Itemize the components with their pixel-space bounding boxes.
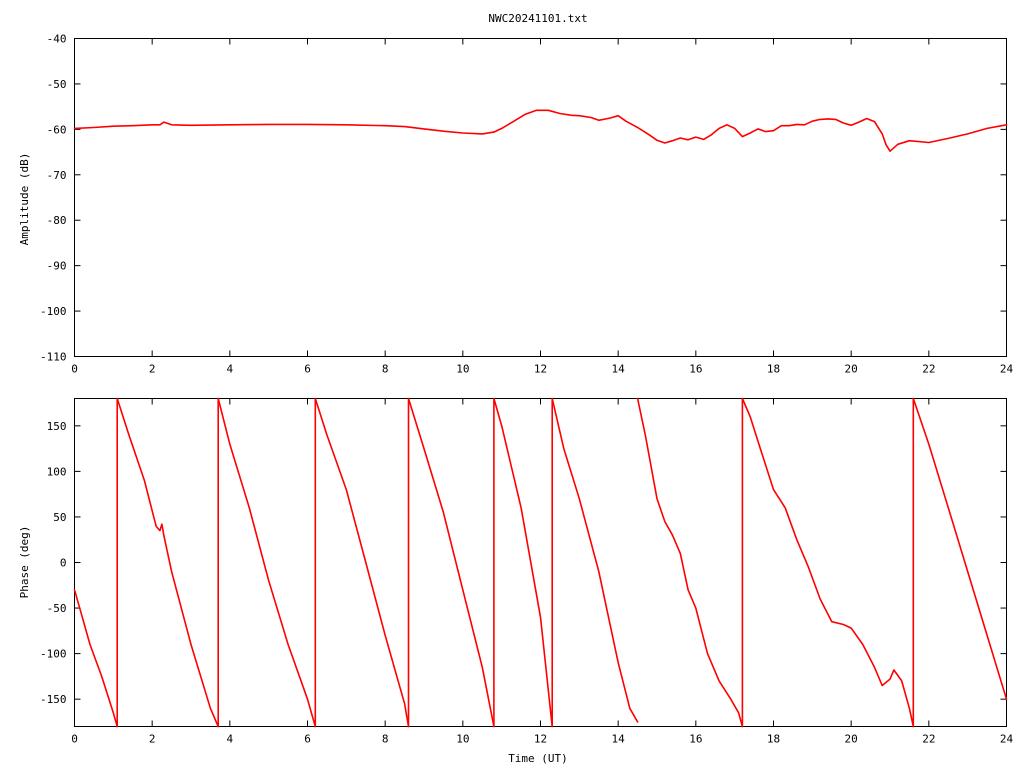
phase-trace-line: [493, 397, 554, 728]
phase-plot-frame: [74, 398, 1007, 727]
phase-x-tick-label: 22: [922, 733, 935, 746]
phase-y-tick-label: 50: [53, 511, 66, 524]
amplitude-x-tick-label: 16: [689, 363, 702, 376]
phase-ticks: 0 2 4 6 8 10 12 14 16 18 20 22 24150100500-50-100-15…: [40, 398, 1014, 746]
phase-panel: 0 2 4 6 8 10 12 14 16 18 20 22 24150100500-50-100-15…: [18, 397, 1014, 765]
phase-y-tick-label: -50: [47, 602, 67, 615]
phase-x-tick-label: 6: [304, 733, 311, 746]
amplitude-y-tick-label: -40: [47, 33, 67, 46]
phase-x-tick-label: 24: [1000, 733, 1014, 746]
amplitude-x-tick-label: 14: [612, 363, 626, 376]
phase-y-tick-label: 100: [47, 465, 67, 478]
phase-y-tick-label: -100: [40, 648, 67, 661]
phase-y-tick-label: 0: [60, 557, 67, 570]
amplitude-plot-frame: [74, 38, 1007, 357]
phase-series: [73, 397, 1008, 728]
amplitude-x-tick-label: 18: [767, 363, 780, 376]
phase-trace-line: [407, 397, 495, 728]
amplitude-x-tick-label: 24: [1000, 363, 1014, 376]
phase-x-tick-label: 0: [71, 733, 78, 746]
amplitude-panel: 0 2 4 6 8 10 12 14 16 18 20 22 24-40-50-60-70-80-90-…: [18, 33, 1013, 376]
chart-title: NWC20241101.txt: [488, 12, 587, 25]
phase-trace-line: [73, 588, 118, 728]
phase-x-tick-label: 18: [767, 733, 780, 746]
amplitude-series: [73, 109, 1008, 152]
amplitude-x-tick-label: 22: [922, 363, 935, 376]
phase-x-tick-label: 10: [456, 733, 469, 746]
phase-x-tick-label: 20: [845, 733, 858, 746]
phase-trace-line: [912, 397, 1008, 728]
amplitude-x-tick-label: 4: [227, 363, 234, 376]
phase-x-tick-label: 4: [227, 733, 234, 746]
phase-trace-line: [741, 397, 915, 728]
amplitude-y-tick-label: -70: [47, 169, 67, 182]
amplitude-x-tick-label: 10: [456, 363, 469, 376]
phase-trace-line: [314, 397, 410, 728]
phase-trace-line: [636, 397, 744, 728]
amplitude-x-tick-label: 8: [382, 363, 389, 376]
phase-y-tick-label: 150: [47, 420, 67, 433]
amplitude-x-tick-label: 0: [71, 363, 78, 376]
phase-x-tick-label: 8: [382, 733, 389, 746]
amplitude-y-axis-title: Amplitude (dB): [18, 153, 31, 246]
amplitude-x-tick-label: 6: [304, 363, 311, 376]
amplitude-x-tick-label: 20: [845, 363, 858, 376]
phase-x-tick-label: 12: [534, 733, 547, 746]
amplitude-y-tick-label: -80: [47, 214, 67, 227]
amplitude-trace-line: [73, 109, 1008, 152]
phase-trace-line: [116, 397, 219, 728]
amplitude-ticks: 0 2 4 6 8 10 12 14 16 18 20 22 24-40-50-60-70-80-90-…: [40, 33, 1013, 376]
phase-y-tick-label: -150: [40, 693, 67, 706]
phase-x-tick-label: 14: [612, 733, 626, 746]
phase-x-tick-label: 16: [689, 733, 702, 746]
phase-x-axis-title: Time (UT): [508, 752, 568, 765]
phase-x-tick-label: 2: [149, 733, 156, 746]
phase-trace-line: [217, 397, 317, 728]
amplitude-y-tick-label: -60: [47, 123, 67, 136]
amplitude-x-tick-label: 12: [534, 363, 547, 376]
amplitude-y-tick-label: -110: [40, 351, 67, 364]
phase-y-axis-title: Phase (deg): [18, 526, 31, 599]
amplitude-y-tick-label: -90: [47, 260, 67, 273]
amplitude-y-tick-label: -100: [40, 305, 67, 318]
phase-trace-line: [551, 397, 639, 728]
amplitude-x-tick-label: 2: [149, 363, 156, 376]
amplitude-y-tick-label: -50: [47, 78, 67, 91]
